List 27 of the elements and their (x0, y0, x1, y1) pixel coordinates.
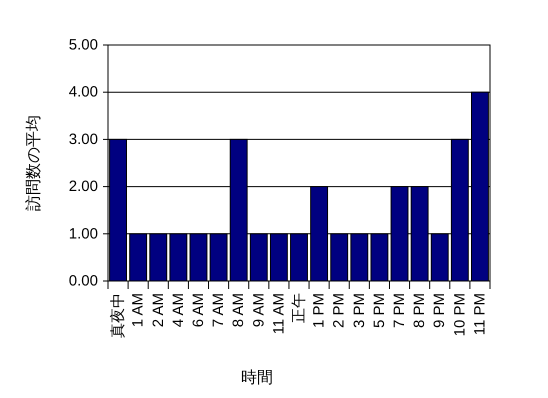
x-tick-label: 3 PM (350, 293, 368, 328)
x-tick-label: 10 PM (451, 293, 468, 336)
x-tick-label: 2 AM (150, 293, 167, 328)
x-tick-label: 9 PM (431, 293, 448, 328)
y-tick-label: 3.00 (68, 130, 98, 148)
y-tick-label: 2.00 (68, 178, 98, 196)
y-tick-label: 4.00 (68, 84, 98, 101)
x-tick-label: 5 PM (370, 293, 388, 328)
y-tick-label: 0.00 (68, 272, 98, 290)
x-tick-label: 6 AM (190, 293, 207, 328)
x-tick-label: 11 AM (270, 293, 288, 334)
x-tick-label: 2 PM (330, 293, 348, 328)
x-tick-label: 8 PM (411, 293, 428, 328)
y-tick-label: 1.00 (68, 225, 98, 242)
x-tick-label: 真夜中 (110, 293, 127, 338)
x-tick-label: 9 AM (250, 293, 268, 328)
x-tick-label: 1 PM (310, 293, 328, 328)
y-tick-label: 5.00 (68, 36, 98, 54)
x-tick-label: 11 PM (471, 293, 488, 336)
x-tick-label: 4 AM (170, 293, 187, 328)
x-tick-label: 7 PM (391, 293, 408, 328)
y-title: 訪問数の平均 (26, 115, 42, 211)
x-tick-label: 正午 (290, 293, 308, 323)
x-tick-label: 1 AM (130, 293, 147, 328)
x-tick-label: 7 AM (210, 293, 228, 328)
x-tick-label: 8 AM (230, 293, 248, 328)
x-title: 時間 (241, 370, 273, 386)
